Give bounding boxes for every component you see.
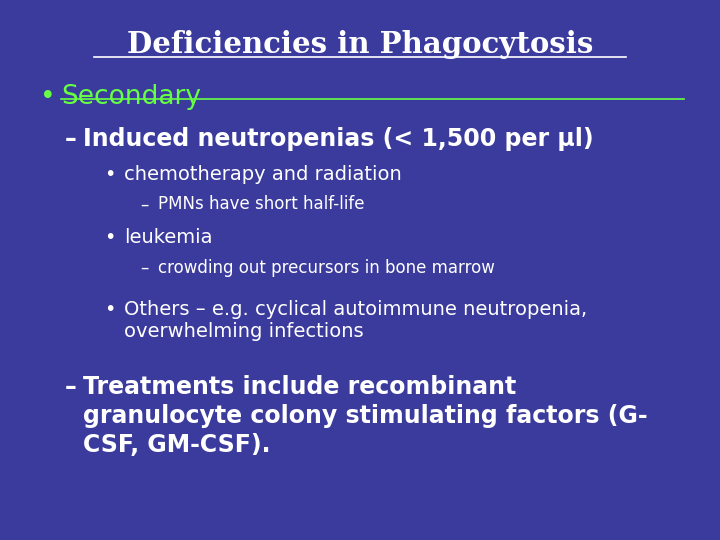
Text: •: • bbox=[104, 300, 116, 319]
Text: –: – bbox=[140, 195, 149, 213]
Text: PMNs have short half-life: PMNs have short half-life bbox=[158, 195, 365, 213]
Text: chemotherapy and radiation: chemotherapy and radiation bbox=[124, 165, 402, 184]
Text: Others – e.g. cyclical autoimmune neutropenia,
overwhelming infections: Others – e.g. cyclical autoimmune neutro… bbox=[124, 300, 587, 341]
Text: Treatments include recombinant
granulocyte colony stimulating factors (G-
CSF, G: Treatments include recombinant granulocy… bbox=[83, 375, 647, 457]
Text: Deficiencies in Phagocytosis: Deficiencies in Phagocytosis bbox=[127, 30, 593, 59]
Text: –: – bbox=[65, 375, 76, 399]
Text: Induced neutropenias (< 1,500 per μl): Induced neutropenias (< 1,500 per μl) bbox=[83, 127, 593, 151]
Text: –: – bbox=[65, 127, 76, 151]
Text: leukemia: leukemia bbox=[124, 228, 212, 247]
Text: crowding out precursors in bone marrow: crowding out precursors in bone marrow bbox=[158, 259, 495, 277]
Text: •: • bbox=[104, 165, 116, 184]
Text: •: • bbox=[40, 84, 55, 110]
Text: •: • bbox=[104, 228, 116, 247]
Text: Secondary: Secondary bbox=[61, 84, 201, 110]
Text: –: – bbox=[140, 259, 149, 277]
